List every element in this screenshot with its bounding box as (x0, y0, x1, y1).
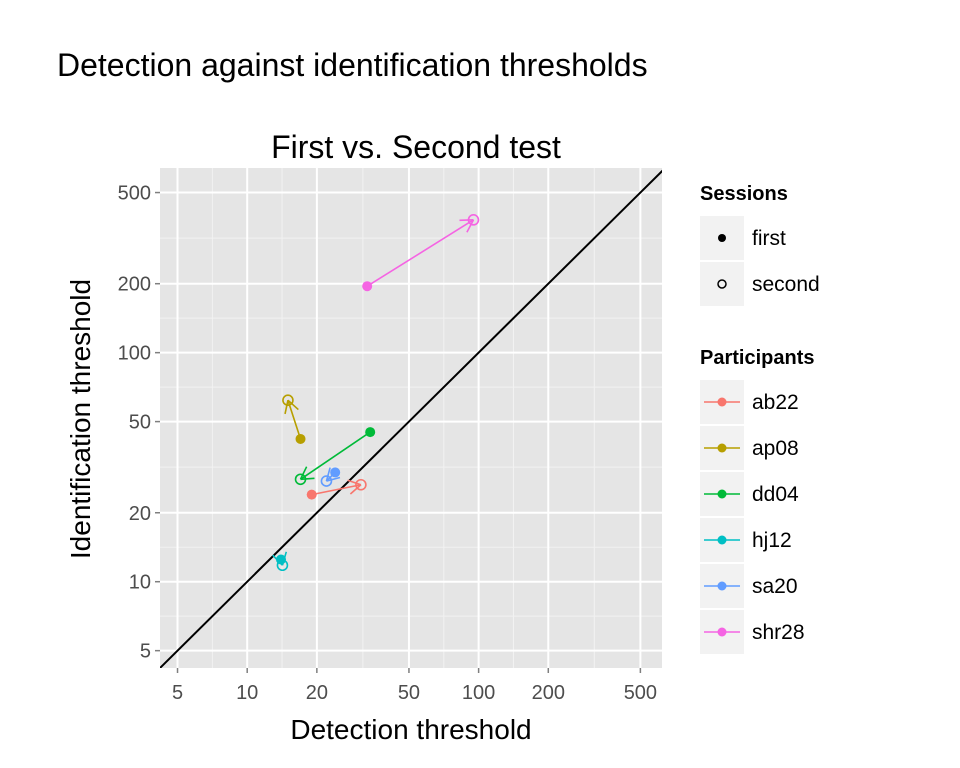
series-ab22 (306, 478, 367, 500)
arrow-head (349, 484, 362, 495)
chart-subtitle: First vs. Second test (271, 129, 561, 165)
point-second-dd04 (294, 473, 307, 486)
legend-label-dd04: dd04 (752, 483, 799, 506)
x-tick-label: 500 (624, 682, 657, 704)
legend-key-dot (717, 489, 727, 499)
point-first-ab22 (306, 489, 317, 500)
arrow-head (284, 400, 289, 415)
point-first-shr28 (362, 281, 373, 292)
arrow-head (299, 466, 308, 480)
legend-label-shr28: shr28 (752, 621, 805, 644)
point-second-ap08 (282, 394, 294, 407)
arrow-shaft (366, 219, 474, 287)
series-ap08 (282, 394, 306, 444)
y-tick-label: 500 (118, 183, 151, 205)
x-tick-label: 200 (532, 682, 565, 704)
x-tick-label: 100 (462, 682, 495, 704)
legend-label-second: second (752, 273, 820, 296)
x-tick-label: 10 (236, 682, 258, 704)
point-second-hj12 (276, 559, 289, 572)
y-axis-ticks: 5 10 20 50 100 200 500 (118, 183, 160, 663)
point-second-shr28 (467, 214, 480, 226)
point-second-sa20 (320, 475, 333, 487)
legend-label-sa20: sa20 (752, 575, 798, 598)
y-tick-label: 20 (129, 503, 151, 525)
y-tick-label: 5 (140, 641, 151, 663)
arrow-head (466, 219, 475, 233)
y-tick-label: 10 (129, 572, 151, 594)
plot-clip (160, 169, 662, 668)
legend-key-dot (717, 581, 727, 591)
series-hj12 (272, 551, 289, 572)
point-first-ap08 (295, 433, 306, 444)
series-shr28 (362, 214, 480, 292)
identity-line (160, 169, 662, 668)
major-gridlines (160, 168, 662, 668)
x-axis-title: Detection threshold (290, 714, 531, 745)
x-axis-ticks: 5 10 20 50 100 200 500 (172, 668, 657, 704)
y-axis-title: Identification threshold (65, 279, 96, 559)
x-tick-label: 5 (172, 682, 183, 704)
legend-label-first: first (752, 227, 786, 250)
x-tick-label: 50 (398, 682, 420, 704)
minor-gridlines (160, 168, 662, 668)
legend-key-dot (717, 443, 727, 453)
point-first-sa20 (330, 467, 341, 478)
legend-title-participants: Participants (700, 347, 814, 369)
x-tick-label: 20 (306, 682, 328, 704)
arrow-head (325, 467, 331, 482)
arrow-head (300, 477, 315, 481)
plot-layer (160, 169, 662, 668)
legend-key-first (718, 234, 726, 242)
legend-label-hj12: hj12 (752, 529, 792, 552)
arrow-shaft (300, 431, 371, 480)
y-tick-label: 200 (118, 274, 151, 296)
legend-key-dot (717, 397, 727, 407)
arrow-shaft (287, 399, 302, 440)
arrow-shaft (311, 483, 362, 496)
legend: Sessions first second Participants ab22 ap08 d… (700, 183, 820, 654)
y-tick-label: 50 (129, 412, 151, 434)
legend-key-bg (700, 262, 744, 306)
legend-label-ab22: ab22 (752, 391, 799, 414)
y-tick-label: 100 (118, 343, 151, 365)
legend-label-ap08: ap08 (752, 437, 799, 460)
series-sa20 (320, 467, 341, 487)
arrow-head (287, 399, 299, 411)
arrow-head (347, 479, 362, 486)
legend-title-sessions: Sessions (700, 183, 788, 205)
legend-key-second (717, 279, 727, 289)
chart-title: Detection against identification thresho… (57, 47, 648, 83)
point-second-ab22 (355, 478, 367, 491)
arrow-head (326, 476, 341, 482)
legend-key-dot (717, 535, 727, 545)
legend-key-dot (717, 627, 727, 637)
point-first-dd04 (365, 427, 376, 438)
series-dd04 (294, 427, 376, 486)
